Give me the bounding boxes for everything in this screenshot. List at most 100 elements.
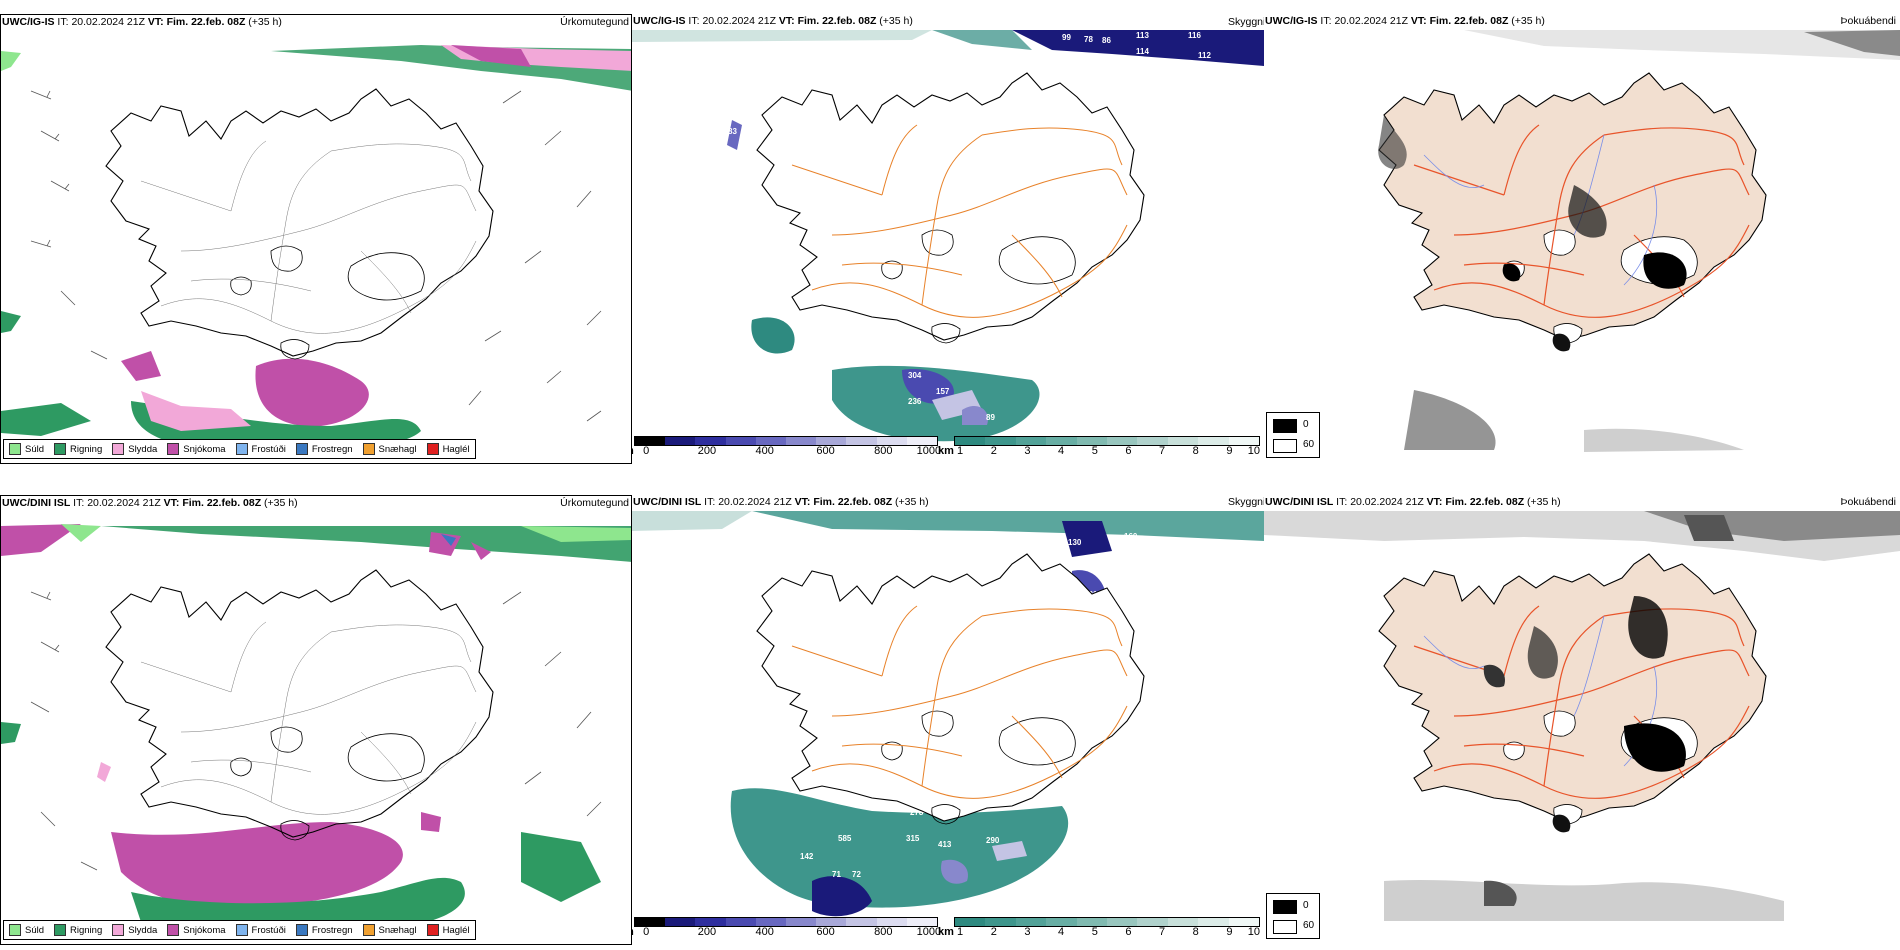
legend-item: Frostregn bbox=[295, 443, 353, 455]
svg-text:78: 78 bbox=[1084, 35, 1093, 44]
precip-panel-bottom: UWC/DINI ISL IT: 20.02.2024 21Z VT: Fim.… bbox=[0, 495, 632, 945]
legend-item: Slydda bbox=[112, 924, 157, 936]
precip-map bbox=[1, 45, 631, 453]
tick-label: 10 bbox=[1247, 445, 1260, 457]
legend-item: Haglél bbox=[426, 443, 470, 455]
fog-legend-high-label: 0 bbox=[1303, 419, 1309, 430]
svg-text:315: 315 bbox=[906, 834, 920, 843]
ceiling-colorbar: m 0 200 400 600 800 1000 bbox=[632, 436, 941, 457]
panel-type-title: Úrkomutegund bbox=[560, 16, 629, 28]
svg-text:114: 114 bbox=[1136, 47, 1149, 56]
ceiling-colorbar-bar bbox=[634, 436, 938, 446]
svg-text:226: 226 bbox=[1116, 588, 1130, 597]
svg-text:50: 50 bbox=[1100, 834, 1109, 843]
legend-swatch bbox=[54, 443, 67, 455]
legend-item: Snjókoma bbox=[167, 443, 226, 455]
legend-item: Snjókoma bbox=[167, 924, 226, 936]
tick-label: 8 bbox=[1192, 445, 1199, 457]
legend-swatch bbox=[295, 924, 308, 936]
tick-label: 6 bbox=[1125, 926, 1132, 938]
tick-label: 4 bbox=[1058, 926, 1065, 938]
tick-label: 4 bbox=[1058, 445, 1065, 457]
fog-legend-high-swatch bbox=[1273, 419, 1297, 433]
svg-text:142: 142 bbox=[800, 852, 814, 861]
fog-legend: 0 60 bbox=[1266, 412, 1320, 458]
fog-legend-high-label: 0 bbox=[1303, 900, 1309, 911]
svg-text:72: 72 bbox=[852, 870, 861, 879]
legend-swatch bbox=[426, 443, 439, 455]
legend-swatch bbox=[235, 924, 248, 936]
legend-item: Snæhagl bbox=[362, 924, 417, 936]
svg-text:157: 157 bbox=[936, 387, 950, 396]
legend-swatch bbox=[54, 924, 67, 936]
panel-type-title: Úrkomutegund bbox=[560, 497, 629, 509]
fog-panel-bottom: UWC/DINI ISL IT: 20.02.2024 21Z VT: Fim.… bbox=[1264, 495, 1900, 945]
legend-item: Rigning bbox=[54, 443, 102, 455]
visibility-map: 130 160 16 221 226 106 952 278 981 585 3… bbox=[632, 511, 1264, 917]
tick-label: 7 bbox=[1159, 445, 1166, 457]
tick-label: 600 bbox=[816, 926, 835, 938]
svg-text:71: 71 bbox=[832, 870, 841, 879]
fog-map bbox=[1378, 30, 1900, 452]
fog-map bbox=[1264, 511, 1900, 921]
legend-item: Snæhagl bbox=[362, 443, 417, 455]
ceiling-unit: m bbox=[632, 445, 634, 457]
panel-header: UWC/DINI ISL IT: 20.02.2024 21Z VT: Fim.… bbox=[633, 496, 929, 508]
tick-label: 5 bbox=[1091, 445, 1098, 457]
fog-legend: 0 60 bbox=[1266, 893, 1320, 939]
visibility-panel-top: UWC/IG-IS IT: 20.02.2024 21Z VT: Fim. 22… bbox=[632, 14, 1264, 464]
visibility-colorbar-bar bbox=[954, 917, 1260, 927]
tick-label: 5 bbox=[1091, 926, 1098, 938]
tick-label: 10 bbox=[1247, 926, 1260, 938]
visibility-panel-bottom: UWC/DINI ISL IT: 20.02.2024 21Z VT: Fim.… bbox=[632, 495, 1264, 945]
tick-label: 7 bbox=[1159, 926, 1166, 938]
legend-item: Frostregn bbox=[295, 924, 353, 936]
svg-text:89: 89 bbox=[986, 413, 995, 422]
panel-type-title: Skyggni bbox=[1228, 16, 1266, 28]
svg-text:278: 278 bbox=[910, 808, 924, 817]
legend-swatch bbox=[112, 443, 125, 455]
tick-label: 9 bbox=[1226, 926, 1233, 938]
svg-text:86: 86 bbox=[1102, 36, 1111, 45]
panel-type-title: Þokuábendi bbox=[1840, 496, 1896, 508]
precip-legend: Súld Rigning Slydda Snjókoma Frostúði Fr… bbox=[3, 920, 476, 940]
fog-legend-low-label: 60 bbox=[1303, 439, 1315, 450]
ceiling-colorbar: m 0 200 400 600 800 1000 bbox=[632, 917, 941, 938]
tick-label: 2 bbox=[990, 926, 997, 938]
visibility-colorbar: km 1 2 3 4 5 6 7 8 9 10 bbox=[938, 436, 1260, 457]
legend-swatch bbox=[426, 924, 439, 936]
svg-text:304: 304 bbox=[908, 371, 922, 380]
tick-label: 3 bbox=[1024, 926, 1031, 938]
legend-item: Rigning bbox=[54, 924, 102, 936]
legend-item: Haglél bbox=[426, 924, 470, 936]
fog-legend-low-swatch bbox=[1273, 920, 1297, 934]
tick-label: 9 bbox=[1226, 445, 1233, 457]
legend-swatch bbox=[362, 443, 375, 455]
tick-label: 200 bbox=[697, 445, 717, 457]
ceiling-unit: m bbox=[632, 926, 634, 938]
tick-label: 6 bbox=[1125, 445, 1132, 457]
legend-swatch bbox=[167, 924, 180, 936]
svg-text:585: 585 bbox=[838, 834, 852, 843]
svg-text:160: 160 bbox=[1124, 532, 1138, 541]
legend-swatch bbox=[112, 924, 125, 936]
panel-header: UWC/IG-IS IT: 20.02.2024 21Z VT: Fim. 22… bbox=[633, 15, 913, 27]
visibility-unit: km bbox=[938, 926, 954, 938]
legend-item: Frostúði bbox=[235, 443, 286, 455]
visibility-colorbar: km 1 2 3 4 5 6 7 8 9 10 bbox=[938, 917, 1260, 938]
fog-legend-high-swatch bbox=[1273, 900, 1297, 914]
tick-label: 200 bbox=[697, 926, 717, 938]
panel-type-title: Þokuábendi bbox=[1840, 15, 1896, 27]
tick-label: 800 bbox=[874, 926, 893, 938]
tick-label: 2 bbox=[990, 445, 997, 457]
legend-swatch bbox=[167, 443, 180, 455]
tick-label: 0 bbox=[643, 926, 650, 938]
visibility-map: 99 78 86 113 116 114 112 83 304 157 236 … bbox=[632, 30, 1264, 442]
precip-panel-top: UWC/IG-IS IT: 20.02.2024 21Z VT: Fim. 22… bbox=[0, 14, 632, 464]
legend-item: Súld bbox=[9, 443, 44, 455]
svg-text:130: 130 bbox=[1068, 538, 1082, 547]
fog-legend-low-label: 60 bbox=[1303, 920, 1315, 931]
tick-label: 1000 bbox=[916, 926, 942, 938]
visibility-colorbar-bar bbox=[954, 436, 1260, 446]
svg-text:99: 99 bbox=[1062, 33, 1071, 42]
